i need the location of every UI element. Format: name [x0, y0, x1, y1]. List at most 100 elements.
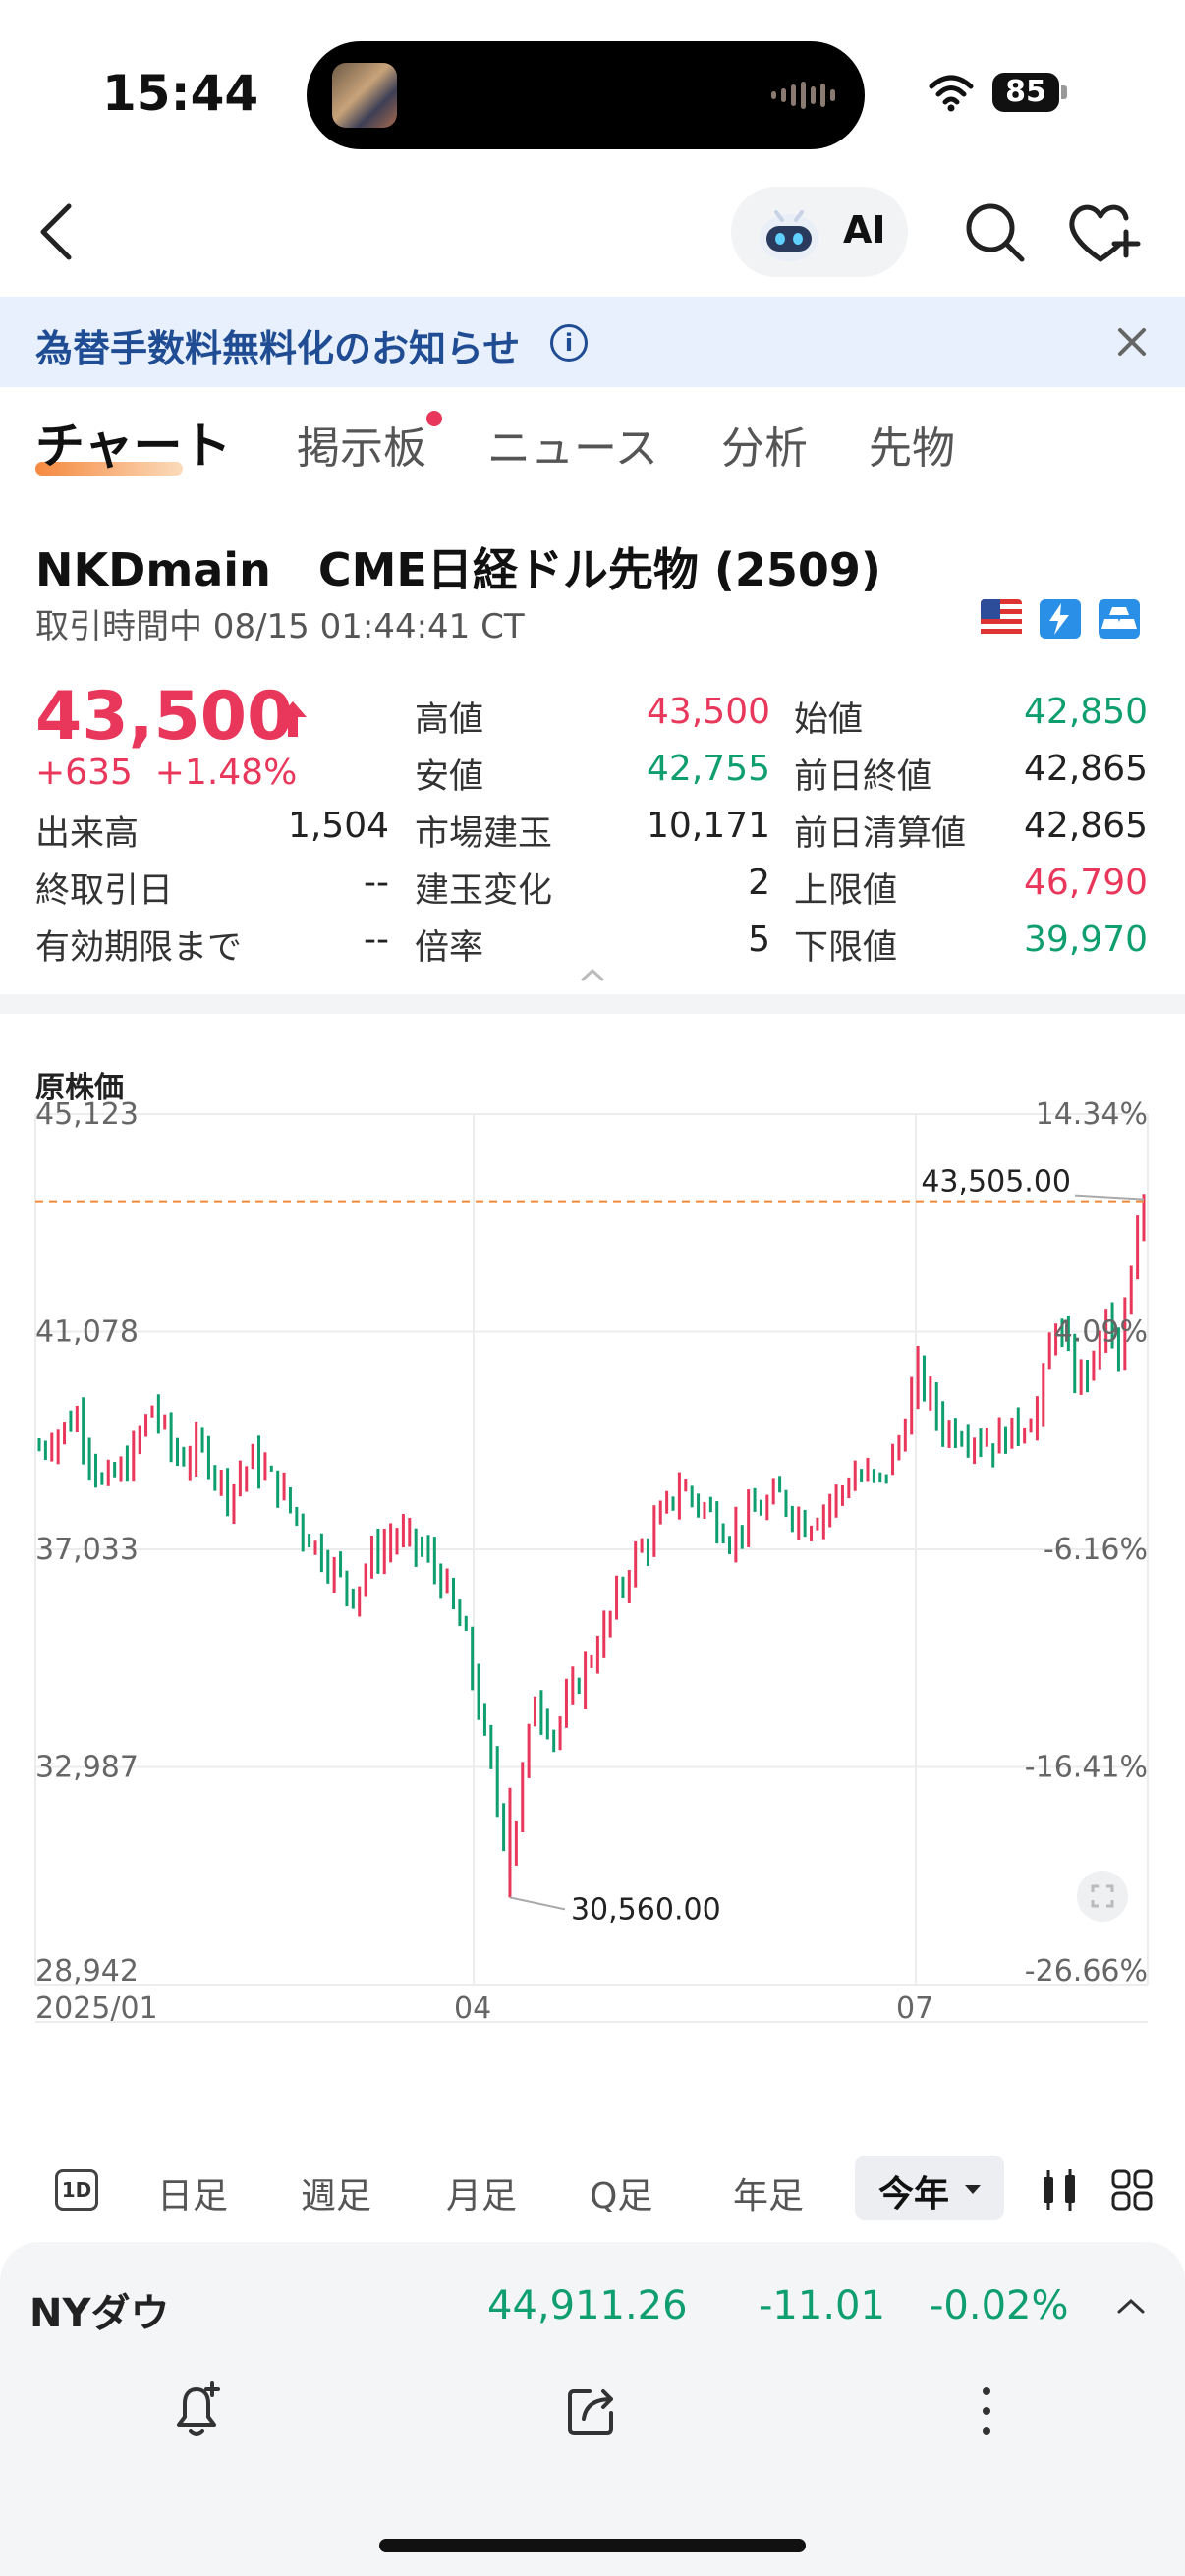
info-icon[interactable]: i [550, 324, 588, 362]
robot-icon [760, 210, 818, 261]
pct-tick-label: -26.66% [1025, 1954, 1148, 1988]
open-label: 始値 [794, 700, 864, 740]
low-note-leader [509, 1896, 566, 1911]
tab-badge-dot [426, 411, 442, 426]
index-pct: -0.02% [930, 2283, 1069, 2328]
symbol-title: NKDmain CME日経ドル先物 (2509) [35, 543, 881, 596]
prev-settle-label: 前日清算値 [794, 814, 967, 854]
high-label: 高値 [415, 700, 484, 740]
volume-label: 出来高 [35, 814, 140, 854]
y-tick-label: 37,033 [35, 1533, 139, 1567]
tab-chart[interactable]: チャート [35, 418, 232, 475]
period-yearly[interactable]: 年足 [733, 2176, 805, 2216]
chart-label: 原株価 [35, 1071, 124, 1105]
share-icon[interactable] [564, 2383, 619, 2438]
fullscreen-icon[interactable] [1077, 1871, 1128, 1922]
period-range-dropdown[interactable]: 今年 [855, 2156, 1004, 2220]
period-range-label: 今年 [878, 2174, 950, 2214]
tab-futures[interactable]: 先物 [869, 423, 955, 474]
y-tick-label: 41,078 [35, 1316, 139, 1350]
add-favorite-heart-icon[interactable] [1065, 198, 1144, 267]
candles [37, 1194, 1146, 1898]
price-change: +635 +1.48% [35, 753, 298, 793]
period-monthly[interactable]: 月足 [446, 2176, 518, 2216]
index-change: -11.01 [759, 2283, 885, 2328]
price-chart[interactable]: 45,123 41,078 37,033 32,987 28,942 14.34… [0, 1091, 1185, 2034]
last-trade-value: -- [364, 863, 389, 903]
back-chevron-icon[interactable] [29, 193, 88, 271]
y-tick-label: 45,123 [35, 1097, 139, 1132]
expiry-value: -- [364, 920, 389, 960]
period-quarterly[interactable]: Q足 [590, 2176, 653, 2216]
pct-tick-label: -6.16% [1044, 1533, 1148, 1567]
notice-banner[interactable]: 為替手数料無料化のお知らせ i [0, 297, 1185, 387]
volume-value: 1,504 [287, 806, 389, 846]
caret-down-icon [965, 2185, 981, 2194]
add-alert-bell-icon[interactable] [169, 2380, 224, 2442]
high-note: 43,505.00 [921, 1165, 1071, 1200]
tab-analysis[interactable]: 分析 [721, 423, 808, 474]
low-value: 42,755 [647, 749, 770, 789]
banner-text[interactable]: 為替手数料無料化のお知らせ [35, 327, 521, 370]
dynamic-island[interactable] [307, 41, 865, 149]
multiplier-value: 5 [748, 920, 770, 960]
expiry-label: 有効期限まで [35, 928, 243, 968]
pct-tick-label: 4.09% [1054, 1316, 1148, 1350]
period-1d-button[interactable]: 1D [55, 2169, 98, 2211]
chart-grid [34, 1113, 1149, 2023]
upper-limit-value: 46,790 [1024, 863, 1148, 903]
collapse-chevron-icon[interactable] [580, 967, 605, 982]
x-tick-label: 04 [454, 1991, 491, 2026]
section-divider [0, 994, 1185, 1014]
layout-grid-icon[interactable] [1110, 2167, 1154, 2212]
us-flag-icon [981, 599, 1022, 639]
y-tick-label: 32,987 [35, 1751, 139, 1785]
tab-news[interactable]: ニュース [487, 423, 658, 474]
lower-limit-value: 39,970 [1024, 920, 1148, 960]
upper-limit-label: 上限値 [794, 871, 898, 911]
oi-change-label: 建玉変化 [415, 871, 553, 911]
index-value: 44,911.26 [487, 2283, 688, 2328]
pct-tick-label: 14.34% [1036, 1097, 1148, 1132]
x-tick-label: 07 [896, 1991, 933, 2026]
low-label: 安値 [415, 757, 484, 797]
status-bar: 15:44 85 [0, 0, 1185, 177]
wifi-icon [929, 75, 974, 112]
close-icon[interactable] [1112, 322, 1152, 362]
ai-label: AI [843, 208, 886, 252]
battery-level: 85 [992, 73, 1059, 112]
high-value: 43,500 [647, 692, 770, 732]
lightning-badge-icon [1040, 599, 1081, 639]
open-interest-value: 10,171 [647, 806, 770, 846]
lower-limit-label: 下限値 [794, 928, 898, 968]
more-vertical-icon[interactable] [977, 2380, 996, 2442]
audio-wave-icon [771, 81, 835, 110]
last-price: 43,500 [35, 678, 294, 756]
battery-nub [1061, 85, 1067, 99]
trading-status: 取引時間中 08/15 01:44:41 CT [35, 607, 525, 646]
bottom-panel: NYダウ 44,911.26 -11.01 -0.02% [0, 2242, 1185, 2576]
period-selector: 1D 日足 週足 月足 Q足 年足 今年 [0, 2154, 1185, 2228]
period-daily[interactable]: 日足 [157, 2176, 229, 2216]
expand-chevron-up-icon[interactable] [1116, 2297, 1146, 2315]
open-value: 42,850 [1024, 692, 1148, 732]
index-name[interactable]: NYダウ [29, 2291, 170, 2336]
tab-board[interactable]: 掲示板 [297, 423, 426, 474]
prev-settle-value: 42,865 [1024, 806, 1148, 846]
now-playing-artwork [332, 63, 397, 128]
high-note-leader [1074, 1194, 1145, 1201]
search-icon[interactable] [961, 198, 1030, 267]
period-weekly[interactable]: 週足 [301, 2176, 372, 2216]
y-tick-label: 28,942 [35, 1954, 139, 1988]
ai-assistant-button[interactable]: AI [731, 187, 908, 277]
prev-close-label: 前日終値 [794, 757, 932, 797]
gold-bars-icon [1099, 599, 1140, 639]
content-tabs: チャート 掲示板 ニュース 分析 先物 [0, 407, 1185, 485]
oi-change-value: 2 [748, 863, 770, 903]
open-interest-label: 市場建玉 [415, 814, 553, 854]
active-tab-indicator [35, 462, 183, 476]
battery-indicator: 85 [992, 73, 1067, 112]
candlestick-type-icon[interactable] [1038, 2167, 1081, 2212]
last-trade-label: 終取引日 [35, 871, 174, 911]
status-time: 15:44 [102, 65, 259, 122]
